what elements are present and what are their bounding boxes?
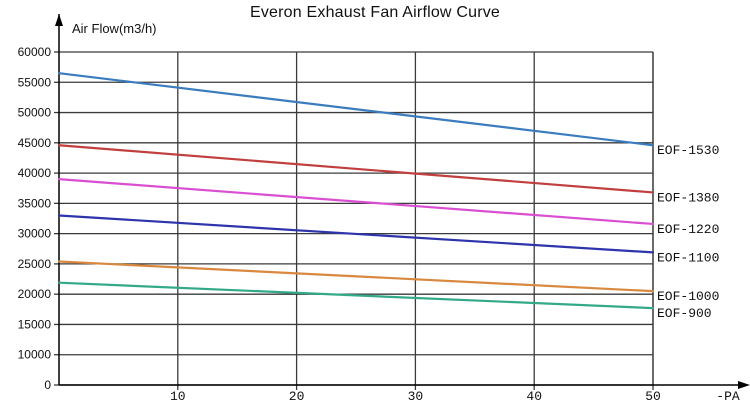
series-line-EOF-900 <box>57 281 655 310</box>
y-tick-label: 35000 <box>18 196 52 210</box>
y-axis-label: Air Flow(m3/h) <box>72 21 157 36</box>
series-label-EOF-1100: EOF-1100 <box>657 250 719 265</box>
x-axis-arrow-icon <box>738 381 750 389</box>
series-line-EOF-1220 <box>57 178 655 226</box>
y-tick-label: 60000 <box>18 45 52 59</box>
y-tick-label: 50000 <box>18 106 52 120</box>
series-line-EOF-1100 <box>57 214 655 254</box>
series-label-EOF-1380: EOF-1380 <box>657 190 719 205</box>
y-tick-label: 15000 <box>18 317 52 331</box>
x-tick-label: 10 <box>170 389 186 404</box>
y-tick-label: 20000 <box>18 287 52 301</box>
series-line-EOF-1530 <box>57 72 655 147</box>
y-tick-label: 0 <box>44 378 51 392</box>
x-tick-label: 30 <box>408 389 424 404</box>
y-tick-label: 25000 <box>18 257 52 271</box>
x-unit-label: -PA <box>716 389 740 404</box>
y-tick-label: 10000 <box>18 348 52 362</box>
x-tick-label: 20 <box>289 389 305 404</box>
y-tick-label: 40000 <box>18 166 52 180</box>
y-tick-label: 55000 <box>18 75 52 89</box>
series-line-EOF-1380 <box>57 144 655 194</box>
chart-title: Everon Exhaust Fan Airflow Curve <box>249 4 501 21</box>
y-axis-arrow-icon <box>55 14 63 26</box>
series-label-EOF-1220: EOF-1220 <box>657 222 719 237</box>
series-label-EOF-1530: EOF-1530 <box>657 143 719 158</box>
y-tick-label: 45000 <box>18 136 52 150</box>
series-label-EOF-1000: EOF-1000 <box>657 289 719 304</box>
x-tick-label: 50 <box>645 389 661 404</box>
x-tick-label: 40 <box>526 389 542 404</box>
y-tick-label: 30000 <box>18 227 52 241</box>
series-label-EOF-900: EOF-900 <box>657 306 712 321</box>
series-line-EOF-1000 <box>57 260 655 293</box>
